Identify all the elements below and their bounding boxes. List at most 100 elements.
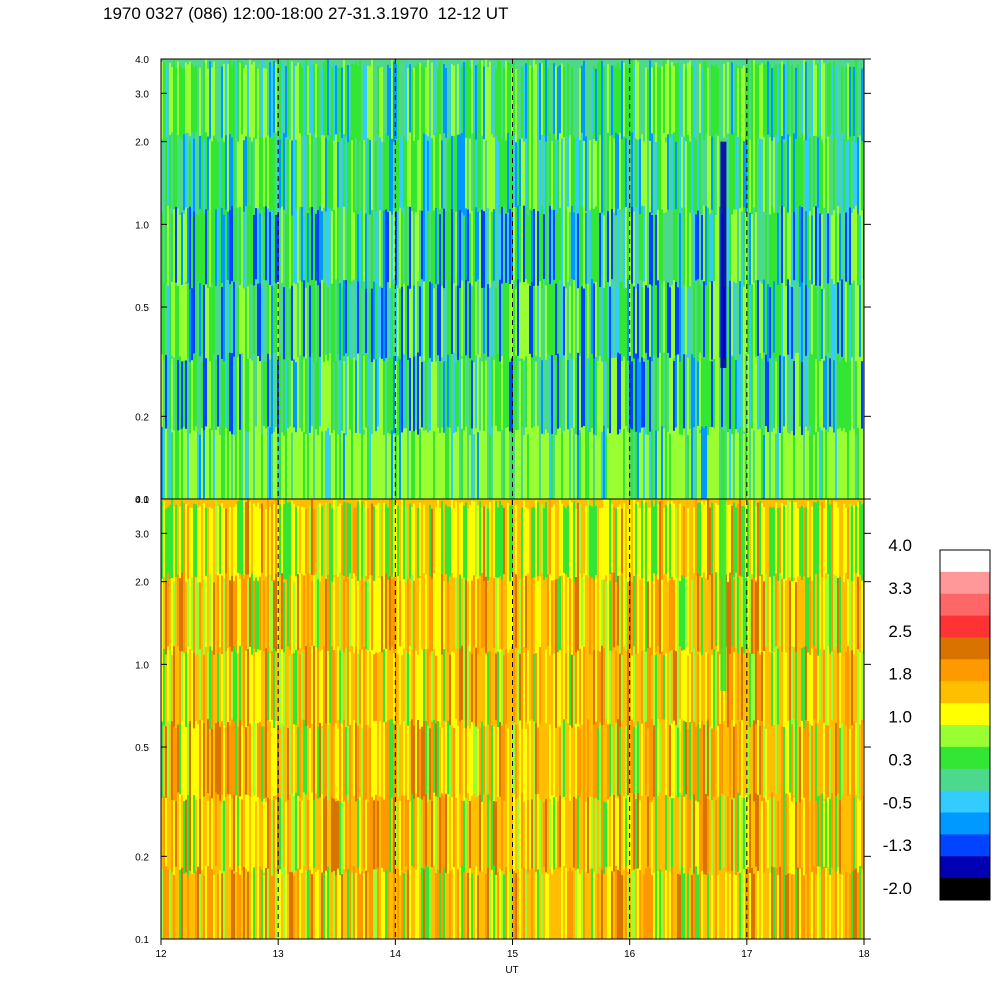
spectrogram-cell bbox=[657, 646, 659, 729]
spectrogram-cell bbox=[367, 872, 369, 939]
spectrogram-cell bbox=[483, 725, 485, 801]
spectrogram-cell bbox=[643, 427, 645, 499]
spectrogram-cell bbox=[347, 653, 349, 740]
spectrogram-cell bbox=[745, 649, 747, 728]
spectrogram-cell bbox=[467, 136, 469, 222]
spectrogram-cell bbox=[189, 61, 191, 136]
spectrogram-cell bbox=[209, 286, 211, 363]
spectrogram-cell bbox=[637, 139, 639, 219]
spectrogram-cell bbox=[583, 426, 585, 499]
spectrogram-cell bbox=[623, 136, 625, 211]
spectrogram-cell bbox=[435, 361, 437, 440]
spectrogram-cell bbox=[343, 206, 345, 291]
spectrogram-cell bbox=[771, 285, 773, 360]
spectrogram-cell bbox=[497, 577, 499, 662]
spectrogram-cell bbox=[483, 139, 485, 214]
spectrogram-cell bbox=[793, 502, 795, 578]
spectrogram-cell bbox=[389, 357, 391, 438]
spectrogram-cell bbox=[331, 132, 333, 224]
spectrogram-cell bbox=[259, 798, 261, 888]
spectrogram-cell bbox=[637, 653, 639, 740]
spectrogram-cell bbox=[513, 285, 515, 367]
spectrogram-cell bbox=[329, 722, 331, 800]
spectrogram-cell bbox=[733, 502, 735, 578]
spectrogram-cell bbox=[213, 283, 215, 378]
spectrogram-cell bbox=[213, 210, 215, 299]
spectrogram-cell bbox=[445, 67, 447, 147]
spectrogram-cell bbox=[771, 431, 773, 499]
spectrogram-cell bbox=[683, 720, 685, 810]
spectrogram-cell bbox=[693, 60, 695, 142]
spectrogram-cell bbox=[673, 361, 675, 452]
spectrogram-cell bbox=[363, 281, 365, 366]
spectrogram-cell bbox=[455, 501, 457, 592]
spectrogram-cell bbox=[797, 282, 799, 358]
spectrogram-cell bbox=[489, 502, 491, 594]
spectrogram-cell bbox=[463, 505, 465, 593]
spectrogram-cell bbox=[843, 728, 845, 808]
spectrogram-cell bbox=[703, 504, 705, 579]
spectrogram-cell bbox=[259, 508, 261, 592]
spectrogram-cell bbox=[781, 726, 783, 813]
spectrogram-cell bbox=[359, 580, 361, 670]
spectrogram-cell bbox=[175, 651, 177, 733]
spectrogram-cell bbox=[439, 508, 441, 588]
spectrogram-cell bbox=[813, 866, 815, 939]
spectrogram-cell bbox=[435, 873, 437, 939]
spectrogram-cell bbox=[219, 434, 221, 499]
spectrogram-cell bbox=[781, 205, 783, 284]
spectrogram-cell bbox=[821, 581, 823, 665]
spectrogram-cell bbox=[197, 431, 199, 499]
spectrogram-cell bbox=[681, 136, 683, 216]
spectrogram-cell bbox=[161, 354, 163, 444]
spectrogram-cell bbox=[631, 655, 633, 740]
spectrogram-cell bbox=[313, 800, 315, 893]
spectrogram-cell bbox=[707, 67, 709, 154]
spectrogram-cell bbox=[729, 725, 731, 801]
spectrogram-cell bbox=[609, 66, 611, 156]
spectrogram-cell bbox=[563, 66, 565, 141]
spectrogram-cell bbox=[805, 874, 807, 939]
spectrogram-cell bbox=[429, 430, 431, 499]
spectrogram-cell bbox=[757, 355, 759, 438]
colorbar-swatch bbox=[940, 768, 990, 792]
spectrogram-cell bbox=[405, 866, 407, 939]
spectrogram-cell bbox=[825, 650, 827, 734]
colorbar-swatch bbox=[940, 550, 990, 573]
spectrogram-cell bbox=[777, 427, 779, 499]
spectrogram-cell bbox=[787, 873, 789, 939]
spectrogram-cell bbox=[741, 431, 743, 499]
spectrogram-cell bbox=[197, 724, 199, 814]
spectrogram-cell bbox=[523, 652, 525, 737]
colorbar-swatch bbox=[940, 637, 990, 660]
spectrogram-cell bbox=[845, 281, 847, 369]
spectrogram-cell bbox=[191, 132, 193, 220]
spectrogram-cell bbox=[771, 792, 773, 884]
spectrogram-cell bbox=[287, 577, 289, 671]
spectrogram-cell bbox=[543, 352, 545, 436]
spectrogram-cell bbox=[187, 132, 189, 226]
spectrogram-cell bbox=[191, 794, 193, 874]
spectrogram-cell bbox=[715, 799, 717, 890]
spectrogram-cell bbox=[753, 801, 755, 883]
spectrogram-cell bbox=[535, 279, 537, 356]
spectrogram-cell bbox=[203, 654, 205, 745]
spectrogram-cell bbox=[457, 426, 459, 499]
y-axes: 0.10.20.51.02.03.04.00.10.20.51.02.03.04… bbox=[135, 55, 871, 946]
spectrogram-cell bbox=[849, 66, 851, 154]
spectrogram-cell bbox=[457, 725, 459, 803]
spectrogram-cell bbox=[779, 282, 781, 362]
spectrogram-cell bbox=[255, 865, 257, 939]
spectrogram-cell bbox=[191, 288, 193, 371]
spectrogram-cell bbox=[769, 432, 771, 499]
spectrogram-cell bbox=[531, 142, 533, 227]
spectrogram-cell bbox=[481, 802, 483, 893]
spectrogram-cell bbox=[761, 652, 763, 744]
spectrogram-cell bbox=[675, 507, 677, 592]
spectrogram-cell bbox=[255, 352, 257, 437]
spectrogram-cell bbox=[837, 428, 839, 499]
spectrogram-cell bbox=[331, 797, 333, 888]
spectrogram-cell bbox=[177, 646, 179, 738]
spectrogram-cell bbox=[817, 431, 819, 499]
spectrogram-cell bbox=[281, 282, 283, 359]
